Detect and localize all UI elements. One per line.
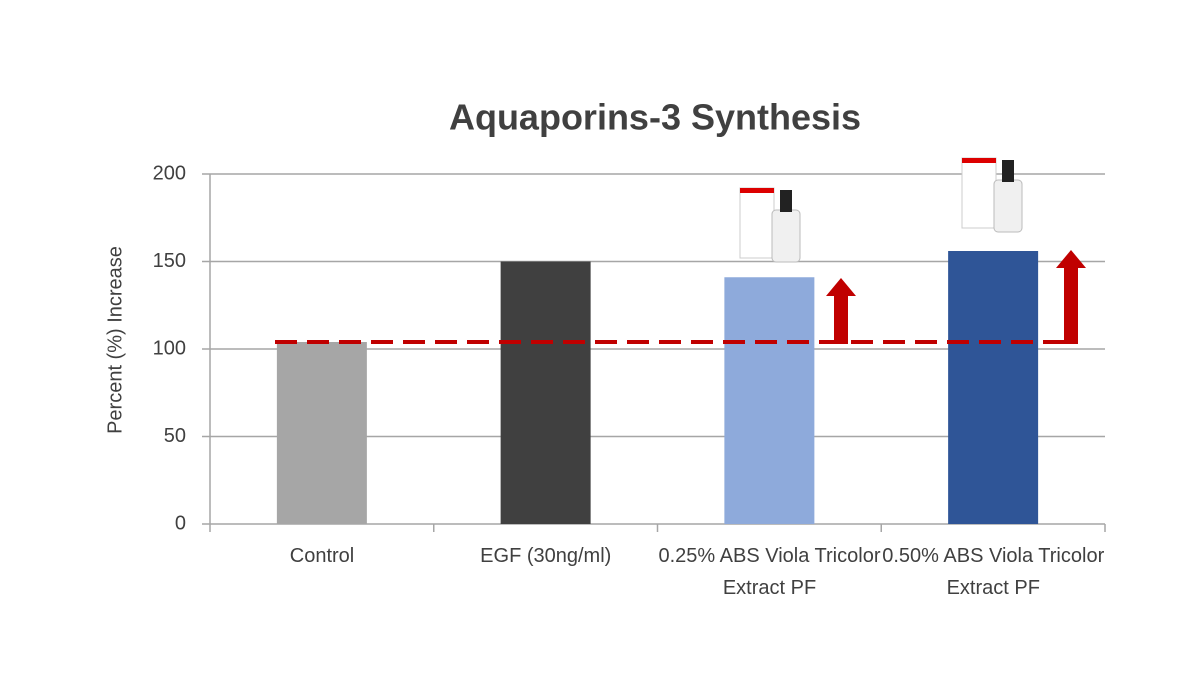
chart-title: Aquaporins-3 Synthesis bbox=[449, 97, 861, 138]
arrow bbox=[1064, 266, 1078, 344]
arrow bbox=[1056, 250, 1086, 268]
x-tick-label: 0.25% ABS Viola Tricolor Extract PF bbox=[658, 545, 881, 599]
x-tick-label: EGF (30ng/ml) bbox=[480, 545, 612, 567]
x-tick-label: Control bbox=[289, 545, 355, 567]
product-cap bbox=[1002, 160, 1014, 182]
bar bbox=[948, 251, 1039, 524]
product-bottle bbox=[771, 209, 801, 263]
product-box bbox=[739, 187, 775, 259]
y-tick-label: 50 bbox=[164, 425, 186, 447]
x-tick-label: 0.50% ABS Viola Tricolor Extract PF bbox=[882, 545, 1105, 599]
y-tick-label: 100 bbox=[153, 337, 186, 359]
product-cap bbox=[780, 190, 792, 212]
y-axis-label: Percent (%) Increase bbox=[104, 246, 126, 434]
y-tick-label: 150 bbox=[153, 250, 186, 272]
product-bottle bbox=[993, 179, 1023, 233]
product-box bbox=[961, 157, 997, 229]
y-tick-label: 0 bbox=[175, 512, 186, 534]
arrow bbox=[826, 278, 856, 296]
bar bbox=[276, 342, 367, 524]
decorations bbox=[739, 157, 1086, 344]
bar bbox=[724, 277, 815, 524]
y-tick-label: 200 bbox=[153, 162, 186, 184]
arrow bbox=[834, 294, 848, 344]
product-image bbox=[961, 157, 1023, 233]
bar bbox=[500, 261, 591, 524]
product-band bbox=[740, 188, 774, 193]
product-image bbox=[739, 187, 801, 263]
product-band bbox=[962, 158, 996, 163]
